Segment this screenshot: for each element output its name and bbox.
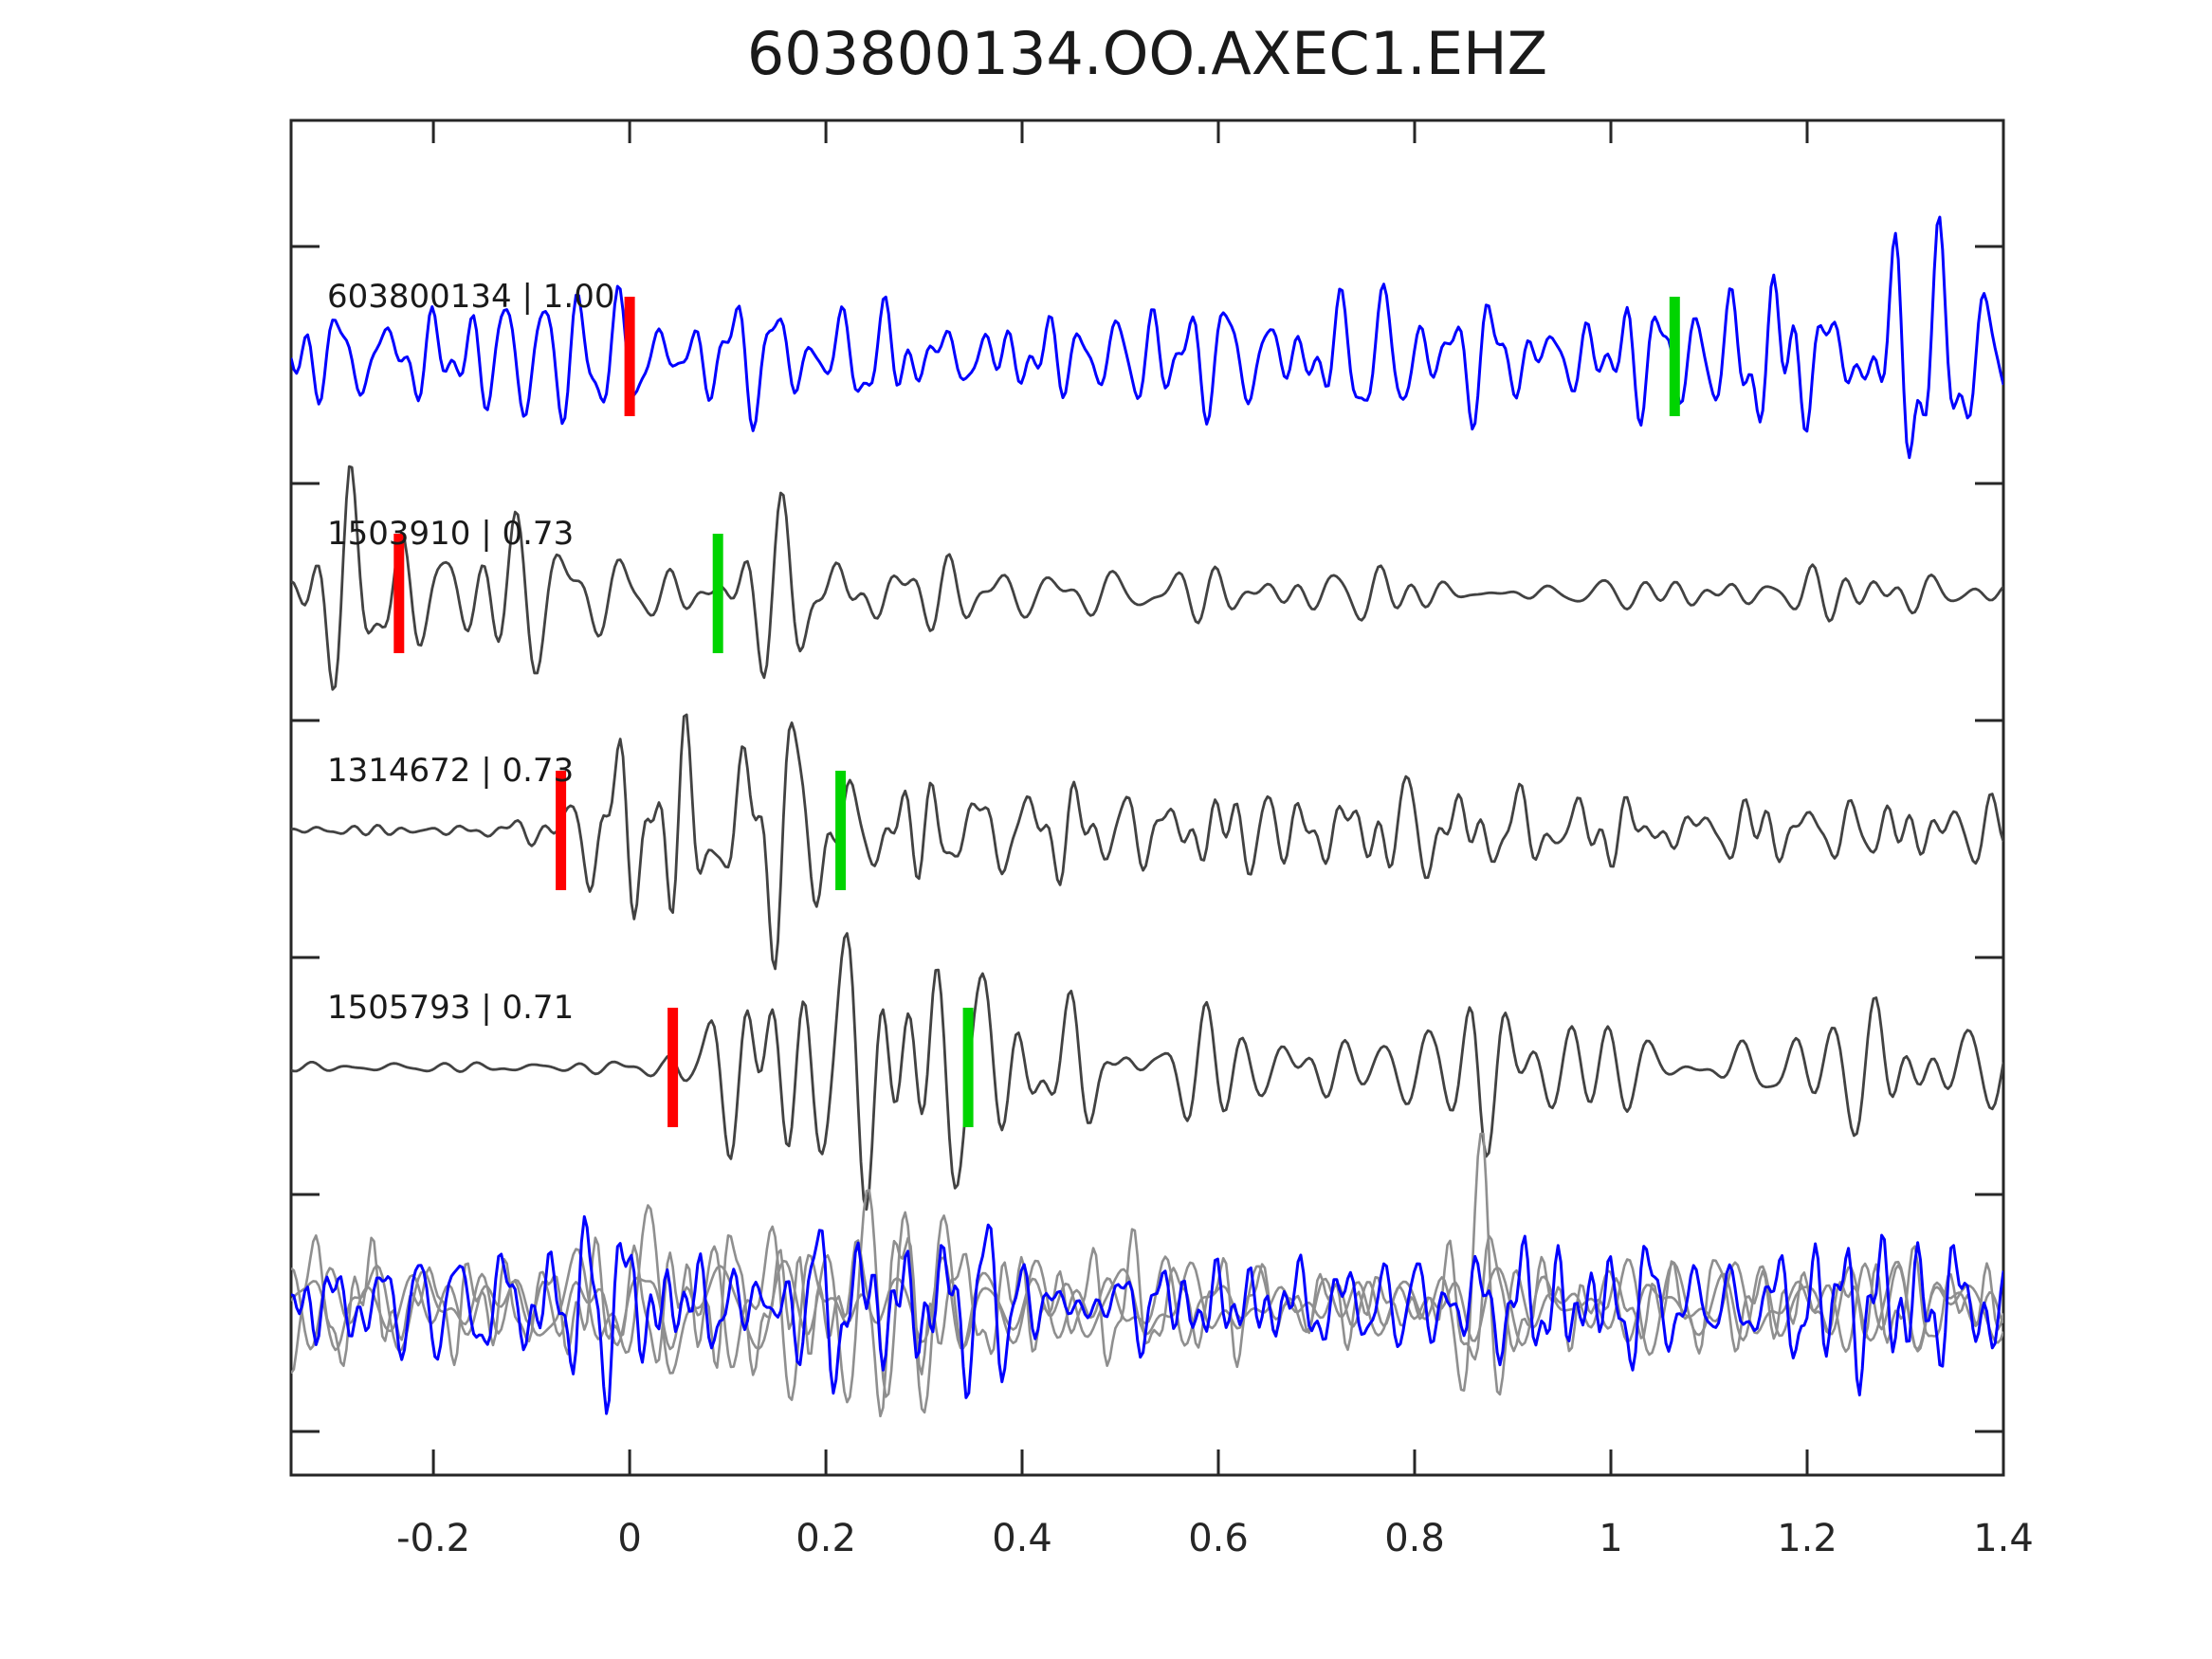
pick-marker-layer xyxy=(393,297,1680,1127)
pick-marker-red-1314672 xyxy=(556,771,567,890)
x-tick-label: -0.2 xyxy=(396,1517,470,1560)
pick-marker-green-1505793 xyxy=(962,1008,974,1127)
axes-layer xyxy=(289,118,2005,1477)
x-tick-label: 1 xyxy=(1599,1517,1622,1560)
waveform-overlay-gray-1 xyxy=(291,1228,2003,1418)
trace-label-1314672: 1314672 | 0.73 xyxy=(327,752,574,790)
x-tick-label: 0 xyxy=(617,1517,641,1560)
x-tick-label: 0.6 xyxy=(1188,1517,1249,1560)
x-tick-label: 0.4 xyxy=(992,1517,1052,1560)
trace-label-1505793: 1505793 | 0.71 xyxy=(327,989,574,1027)
waveform-trace-1503910 xyxy=(291,465,2003,691)
pick-marker-green-603800134 xyxy=(1669,297,1680,416)
pick-marker-red-1503910 xyxy=(393,534,405,653)
x-tick-label: 1.2 xyxy=(1777,1517,1837,1560)
pick-marker-green-1503910 xyxy=(712,534,723,653)
plot-title: 603800134.OO.AXEC1.EHZ xyxy=(747,19,1547,88)
waveform-trace-1505793 xyxy=(291,932,2003,1212)
x-tick-label: 0.2 xyxy=(795,1517,856,1560)
trace-label-603800134: 603800134 | 1.00 xyxy=(327,278,614,316)
waveform-trace-603800134 xyxy=(291,215,2003,460)
pick-marker-green-1314672 xyxy=(835,771,847,890)
label-layer: -0.2 0 0.2 0.4 0.6 0.8 1 1.2 1.4 603800134 | 1.00… xyxy=(327,278,2034,1560)
trace-layer xyxy=(291,215,2003,1418)
trace-label-1503910: 1503910 | 0.73 xyxy=(327,515,574,553)
pick-marker-red-1505793 xyxy=(667,1008,679,1127)
waveform-overlay-blue-template xyxy=(291,1214,2003,1415)
waveform-trace-1314672 xyxy=(291,713,2003,971)
plot-border xyxy=(289,118,2005,1477)
x-tick-label: 0.8 xyxy=(1384,1517,1445,1560)
x-tick-label: 1.4 xyxy=(1973,1517,2034,1560)
pick-marker-red-603800134 xyxy=(624,297,635,416)
waveform-overlay-gray-2 xyxy=(291,1132,2003,1414)
